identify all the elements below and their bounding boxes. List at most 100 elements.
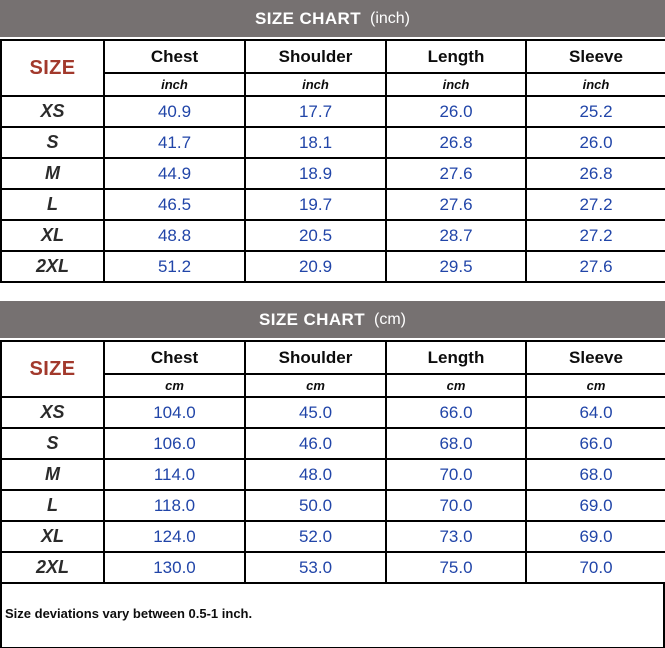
measurement-value: 69.0 <box>525 489 665 522</box>
measurement-value: 17.7 <box>244 95 387 128</box>
measurement-value: 28.7 <box>385 219 527 252</box>
unit-row: inch inch inch inch <box>1 72 665 97</box>
measurement-value: 27.6 <box>525 250 665 283</box>
size-label: XS <box>0 95 105 128</box>
measurement-value: 41.7 <box>103 126 246 159</box>
measurement-value: 70.0 <box>385 458 527 491</box>
column-header-length: Length <box>385 340 527 375</box>
chart-title: SIZE CHART <box>254 8 361 28</box>
size-chart-cm-title-bar: SIZE CHART (cm) <box>0 301 665 338</box>
size-label: XL <box>0 520 105 553</box>
unit-cell: inch <box>244 72 387 97</box>
column-header-length: Length <box>385 39 527 74</box>
table-row: S 106.0 46.0 68.0 66.0 <box>0 427 665 460</box>
measurement-value: 114.0 <box>103 458 246 491</box>
footnote-box: Size deviations vary between 0.5-1 inch. <box>0 584 665 648</box>
size-label: L <box>0 188 105 221</box>
measurement-value: 26.0 <box>525 126 665 159</box>
measurement-value: 20.9 <box>244 250 387 283</box>
size-column-header: SIZE <box>0 39 105 97</box>
column-header-sleeve: Sleeve <box>525 39 665 74</box>
measurement-value: 40.9 <box>103 95 246 128</box>
size-chart-inch-title-bar: SIZE CHART (inch) <box>0 0 665 37</box>
footnote-text: Size deviations vary between 0.5-1 inch. <box>5 606 253 621</box>
measurement-value: 26.8 <box>525 157 665 190</box>
measurement-value: 27.2 <box>525 219 665 252</box>
table-row: M 44.9 18.9 27.6 26.8 <box>0 157 665 190</box>
measurement-value: 69.0 <box>525 520 665 553</box>
column-header-shoulder: Shoulder <box>244 340 387 375</box>
measurement-value: 27.6 <box>385 157 527 190</box>
unit-row: cm cm cm cm <box>1 373 665 398</box>
table-row: 2XL 130.0 53.0 75.0 70.0 <box>0 551 665 584</box>
measurement-value: 25.2 <box>525 95 665 128</box>
unit-cell: inch <box>385 72 527 97</box>
measurement-value: 104.0 <box>103 396 246 429</box>
measurement-value: 68.0 <box>525 458 665 491</box>
header-row: SIZE Chest Shoulder Length Sleeve <box>0 39 665 97</box>
chart-title-unit: (cm) <box>374 310 406 328</box>
header-row: SIZE Chest Shoulder Length Sleeve <box>0 340 665 398</box>
size-label: 2XL <box>0 250 105 283</box>
measurement-value: 27.6 <box>385 188 527 221</box>
measurement-value: 48.8 <box>103 219 246 252</box>
column-header-shoulder: Shoulder <box>244 39 387 74</box>
measurement-value: 118.0 <box>103 489 246 522</box>
size-label: S <box>0 126 105 159</box>
unit-cell: cm <box>385 373 527 398</box>
measurement-value: 19.7 <box>244 188 387 221</box>
unit-cell: cm <box>103 373 246 398</box>
measurement-value: 51.2 <box>103 250 246 283</box>
table-row: XS 104.0 45.0 66.0 64.0 <box>0 396 665 429</box>
size-label: L <box>0 489 105 522</box>
measurement-value: 124.0 <box>103 520 246 553</box>
size-chart-inch-section: SIZE CHART (inch) SIZE Chest Shoulder Le… <box>0 0 665 283</box>
size-chart-cm-section: SIZE CHART (cm) SIZE Chest Shoulder Leng… <box>0 301 665 584</box>
measurement-value: 26.0 <box>385 95 527 128</box>
measurement-value: 50.0 <box>244 489 387 522</box>
column-header-chest: Chest <box>103 39 246 74</box>
measurement-value: 18.1 <box>244 126 387 159</box>
measurement-value: 70.0 <box>385 489 527 522</box>
measurement-value: 66.0 <box>525 427 665 460</box>
table-row: XS 40.9 17.7 26.0 25.2 <box>0 95 665 128</box>
size-label: M <box>0 458 105 491</box>
measurement-value: 52.0 <box>244 520 387 553</box>
measurement-value: 130.0 <box>103 551 246 584</box>
measurement-value: 45.0 <box>244 396 387 429</box>
unit-cell: inch <box>103 72 246 97</box>
unit-cell: inch <box>525 72 665 97</box>
table-row: L 46.5 19.7 27.6 27.2 <box>0 188 665 221</box>
chart-title-unit: (inch) <box>369 9 410 27</box>
measurement-value: 106.0 <box>103 427 246 460</box>
chart-gap <box>0 283 665 301</box>
measurement-value: 48.0 <box>244 458 387 491</box>
measurement-value: 27.2 <box>525 188 665 221</box>
table-row: M 114.0 48.0 70.0 68.0 <box>0 458 665 491</box>
measurement-value: 73.0 <box>385 520 527 553</box>
measurement-value: 46.0 <box>244 427 387 460</box>
column-header-chest: Chest <box>103 340 246 375</box>
measurement-value: 70.0 <box>525 551 665 584</box>
table-row: S 41.7 18.1 26.8 26.0 <box>0 126 665 159</box>
measurement-value: 29.5 <box>385 250 527 283</box>
measurement-value: 75.0 <box>385 551 527 584</box>
size-label: S <box>0 427 105 460</box>
table-row: XL 124.0 52.0 73.0 69.0 <box>0 520 665 553</box>
measurement-value: 68.0 <box>385 427 527 460</box>
size-table-cm: SIZE Chest Shoulder Length Sleeve cm cm … <box>0 340 665 584</box>
table-row: 2XL 51.2 20.9 29.5 27.6 <box>0 250 665 283</box>
measurement-value: 53.0 <box>244 551 387 584</box>
measurement-value: 20.5 <box>244 219 387 252</box>
measurement-value: 26.8 <box>385 126 527 159</box>
measurement-value: 66.0 <box>385 396 527 429</box>
unit-cell: cm <box>525 373 665 398</box>
size-label: XS <box>0 396 105 429</box>
chart-title: SIZE CHART <box>259 309 365 329</box>
size-label: 2XL <box>0 551 105 584</box>
table-row: XL 48.8 20.5 28.7 27.2 <box>0 219 665 252</box>
measurement-value: 64.0 <box>525 396 665 429</box>
size-label: XL <box>0 219 105 252</box>
column-header-sleeve: Sleeve <box>525 340 665 375</box>
